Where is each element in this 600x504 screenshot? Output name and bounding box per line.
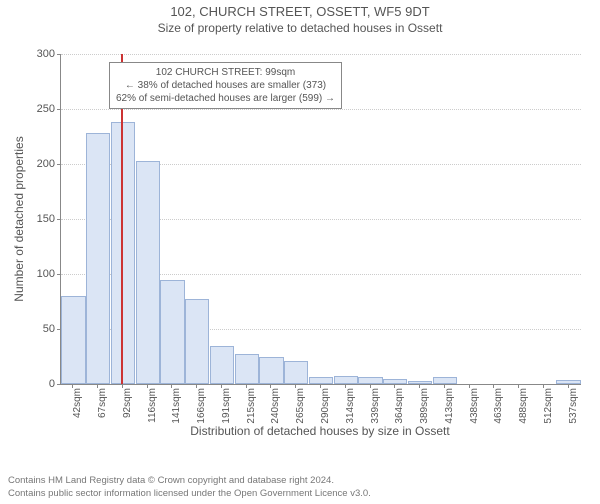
y-tick: [57, 109, 61, 110]
plot-area: 050100150200250300102 CHURCH STREET: 99s…: [60, 54, 581, 385]
y-tick: [57, 164, 61, 165]
x-tick-label: 413sqm: [444, 388, 455, 428]
footer-attribution: Contains HM Land Registry data © Crown c…: [8, 475, 371, 500]
histogram-bar: [556, 380, 580, 384]
histogram-bar: [284, 361, 308, 384]
x-tick-label: 215sqm: [246, 388, 257, 428]
grid-line: [61, 54, 581, 55]
histogram-bar: [136, 161, 160, 384]
y-tick-label: 50: [25, 323, 55, 335]
x-tick-label: 92sqm: [122, 388, 133, 428]
histogram-bar: [210, 346, 234, 385]
x-tick-label: 314sqm: [345, 388, 356, 428]
x-tick-label: 364sqm: [394, 388, 405, 428]
histogram-bar: [111, 122, 135, 384]
y-tick-label: 100: [25, 268, 55, 280]
x-tick-label: 537sqm: [568, 388, 579, 428]
x-tick-label: 463sqm: [493, 388, 504, 428]
grid-line: [61, 109, 581, 110]
footer-line-1: Contains HM Land Registry data © Crown c…: [8, 475, 371, 487]
footer-line-2: Contains public sector information licen…: [8, 488, 371, 500]
histogram-bar: [259, 357, 283, 385]
x-tick-label: 389sqm: [419, 388, 430, 428]
y-axis-label: Number of detached properties: [12, 136, 26, 301]
x-tick-label: 290sqm: [320, 388, 331, 428]
y-tick-label: 250: [25, 103, 55, 115]
x-tick-label: 488sqm: [518, 388, 529, 428]
x-tick-label: 265sqm: [295, 388, 306, 428]
x-tick-label: 240sqm: [270, 388, 281, 428]
histogram-bar: [160, 280, 184, 385]
x-tick-label: 42sqm: [72, 388, 83, 428]
x-tick-label: 116sqm: [147, 388, 158, 428]
y-tick: [57, 219, 61, 220]
histogram-chart: Number of detached properties 0501001502…: [60, 54, 580, 414]
x-tick-label: 339sqm: [370, 388, 381, 428]
histogram-bar: [61, 296, 85, 384]
x-tick-label: 141sqm: [171, 388, 182, 428]
x-tick-label: 191sqm: [221, 388, 232, 428]
y-tick: [57, 384, 61, 385]
y-tick-label: 0: [25, 378, 55, 390]
chart-title: 102, CHURCH STREET, OSSETT, WF5 9DT: [0, 4, 600, 19]
annotation-line-1: 102 CHURCH STREET: 99sqm: [116, 66, 335, 79]
y-tick-label: 150: [25, 213, 55, 225]
histogram-bar: [235, 354, 259, 384]
chart-subtitle: Size of property relative to detached ho…: [0, 21, 600, 35]
annotation-box: 102 CHURCH STREET: 99sqm← 38% of detache…: [109, 62, 342, 109]
histogram-bar: [185, 299, 209, 384]
histogram-bar: [358, 377, 382, 384]
histogram-bar: [309, 377, 333, 384]
annotation-line-2: ← 38% of detached houses are smaller (37…: [116, 79, 335, 92]
annotation-line-3: 62% of semi-detached houses are larger (…: [116, 92, 335, 105]
y-tick-label: 200: [25, 158, 55, 170]
histogram-bar: [86, 133, 110, 384]
histogram-bar: [433, 377, 457, 384]
y-tick-label: 300: [25, 48, 55, 60]
x-tick-label: 67sqm: [97, 388, 108, 428]
x-tick-label: 166sqm: [196, 388, 207, 428]
x-tick-label: 438sqm: [469, 388, 480, 428]
x-tick-label: 512sqm: [543, 388, 554, 428]
y-tick: [57, 274, 61, 275]
histogram-bar: [334, 376, 358, 384]
y-tick: [57, 54, 61, 55]
